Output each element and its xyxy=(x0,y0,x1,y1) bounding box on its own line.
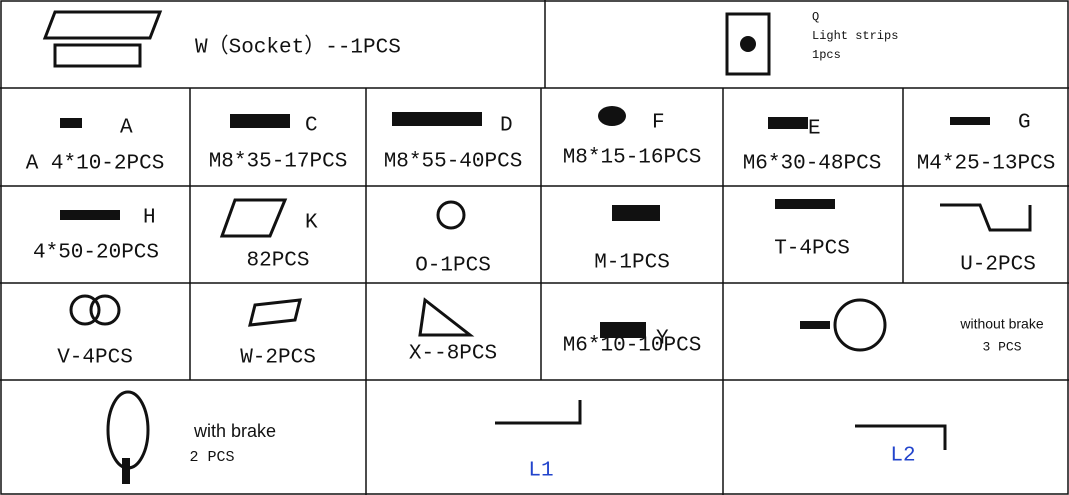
caster-qty: 3 PCS xyxy=(982,339,1021,354)
part-qty: W-2PCS xyxy=(240,347,316,370)
part-qty: M8*35-17PCS xyxy=(209,151,348,174)
part-qty: X--8PCS xyxy=(409,343,497,366)
part-letter: D xyxy=(500,115,513,138)
part-qty: 4*50-20PCS xyxy=(33,242,159,265)
wrench-label: L2 xyxy=(890,445,915,468)
part-qty: 82PCS xyxy=(246,250,309,273)
light-name: Light strips xyxy=(812,29,898,43)
part-letter: G xyxy=(1018,112,1031,135)
part-qty: M8*15-16PCS xyxy=(563,147,702,170)
light-qty: 1pcs xyxy=(812,48,841,62)
part-letter: K xyxy=(305,212,318,235)
icons xyxy=(42,10,1032,484)
caster-name: with brake xyxy=(193,421,276,441)
part-qty: M4*25-13PCS xyxy=(917,153,1056,176)
part-qty: M6*30-48PCS xyxy=(743,153,882,176)
part-letter: F xyxy=(652,112,665,135)
caster-qty: 2 PCS xyxy=(189,449,234,466)
part-letter: E xyxy=(808,118,821,141)
part-qty: M-1PCS xyxy=(594,252,670,275)
socket-label: W（Socket）--1PCS xyxy=(195,35,401,60)
part-qty: A 4*10-2PCS xyxy=(26,153,165,176)
part-qty: M6*10-10PCS xyxy=(563,335,702,358)
part-letter: Y xyxy=(656,328,669,351)
part-qty: T-4PCS xyxy=(774,238,850,261)
part-qty: U-2PCS xyxy=(960,254,1036,277)
part-letter: C xyxy=(305,115,318,138)
light-letter: Q xyxy=(812,10,819,24)
wrench-label: L1 xyxy=(528,460,553,483)
part-letter: A xyxy=(120,117,133,140)
part-qty: V-4PCS xyxy=(57,347,133,370)
part-qty: O-1PCS xyxy=(415,255,491,278)
caster-name: without brake xyxy=(959,316,1043,332)
part-qty: M8*55-40PCS xyxy=(384,151,523,174)
part-letter: H xyxy=(143,207,156,230)
